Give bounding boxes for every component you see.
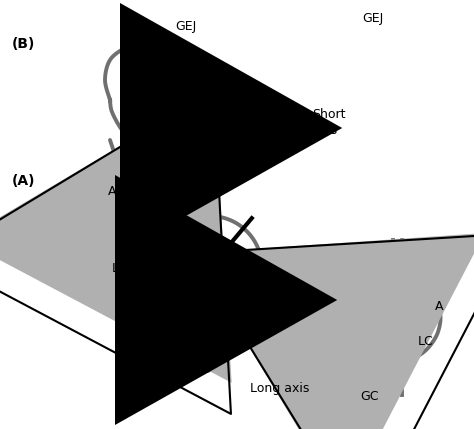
Text: A: A [108, 185, 117, 198]
Polygon shape [325, 259, 438, 345]
Text: LC: LC [418, 335, 434, 348]
Text: (B): (B) [12, 37, 36, 51]
Polygon shape [105, 41, 252, 175]
Circle shape [202, 312, 228, 338]
Text: GC: GC [188, 162, 207, 175]
Circle shape [135, 165, 161, 191]
Text: Long axis: Long axis [250, 382, 310, 395]
Text: (A): (A) [12, 174, 36, 188]
Text: GC: GC [360, 390, 379, 403]
Text: GEJ: GEJ [175, 20, 196, 33]
Text: LC: LC [112, 262, 128, 275]
Text: A: A [435, 300, 444, 313]
Text: GEJ: GEJ [362, 12, 383, 25]
Polygon shape [205, 108, 261, 163]
Polygon shape [194, 252, 248, 305]
Circle shape [402, 282, 428, 308]
Polygon shape [318, 270, 440, 363]
Polygon shape [158, 216, 262, 320]
Polygon shape [163, 76, 267, 180]
Text: Short
axis: Short axis [312, 108, 346, 136]
Polygon shape [95, 187, 250, 315]
